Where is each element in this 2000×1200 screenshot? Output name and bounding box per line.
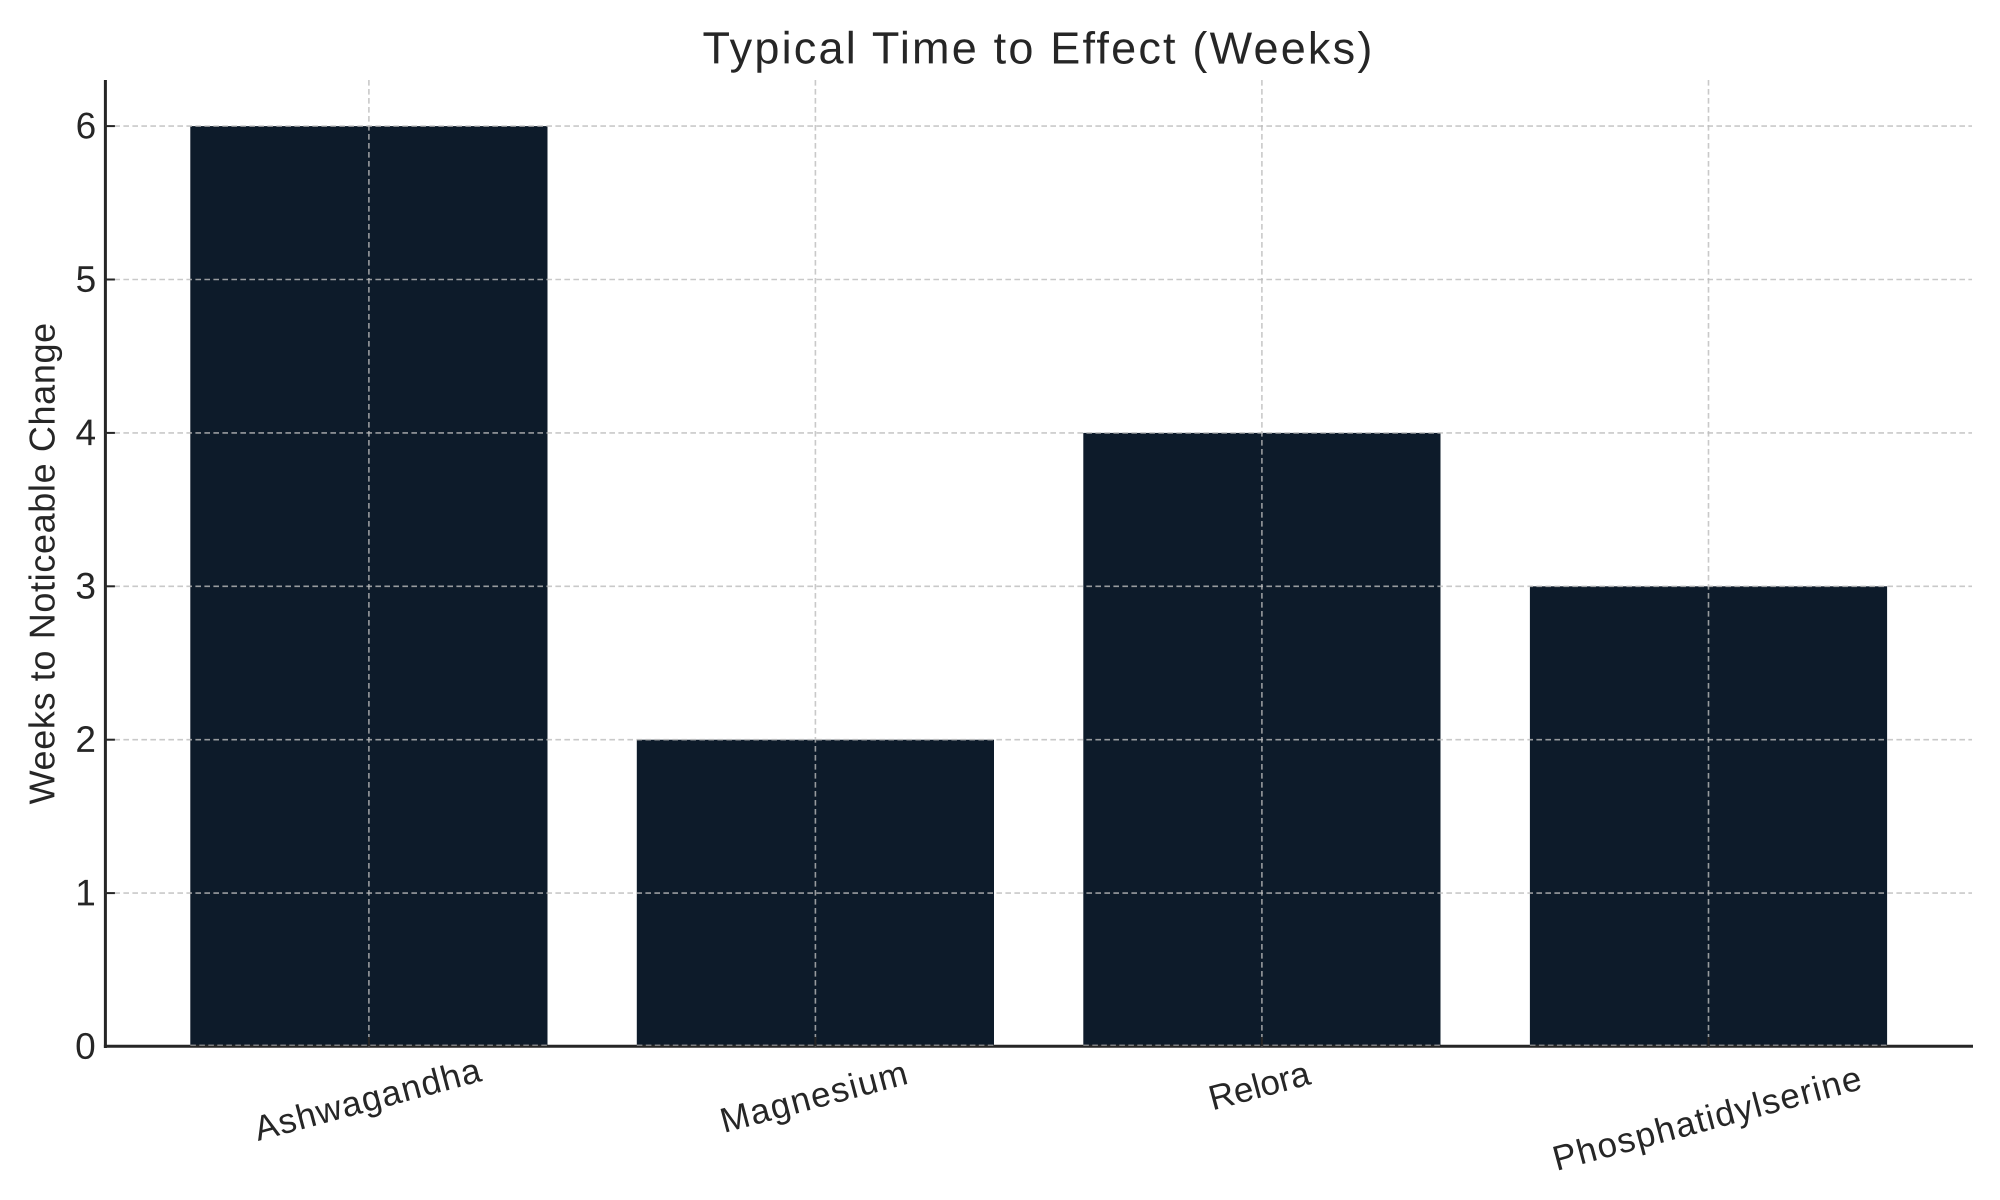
svg-text:Weeks to Noticeable Change: Weeks to Noticeable Change	[21, 322, 62, 804]
svg-text:6: 6	[76, 105, 97, 146]
svg-text:Typical Time to Effect (Weeks): Typical Time to Effect (Weeks)	[702, 22, 1374, 73]
svg-text:2: 2	[75, 719, 96, 760]
svg-text:3: 3	[75, 566, 96, 607]
svg-text:5: 5	[76, 259, 97, 300]
svg-text:1: 1	[75, 872, 96, 913]
svg-text:4: 4	[75, 412, 96, 453]
svg-text:0: 0	[75, 1026, 96, 1067]
